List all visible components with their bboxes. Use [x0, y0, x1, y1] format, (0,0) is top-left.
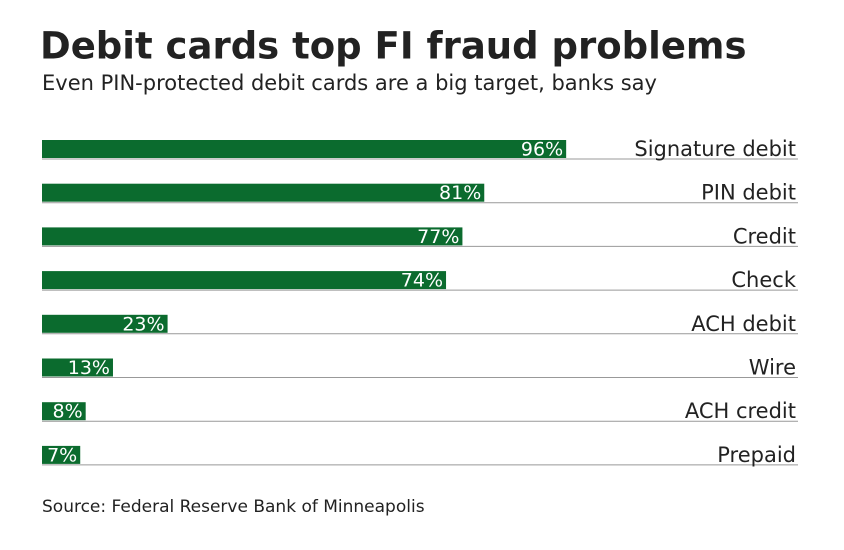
bar: [42, 271, 447, 290]
category-label: Signature debit: [634, 137, 796, 161]
bar: [42, 183, 485, 202]
value-label: 7%: [47, 444, 77, 466]
category-label: ACH credit: [685, 399, 796, 423]
category-label: Wire: [749, 356, 796, 380]
category-label: Check: [731, 268, 796, 292]
category-label: Prepaid: [717, 443, 796, 467]
category-label: ACH debit: [691, 312, 796, 336]
value-label: 23%: [122, 313, 164, 335]
bar: [42, 402, 86, 421]
category-label: PIN debit: [701, 181, 796, 205]
bar: [42, 227, 463, 246]
bar: [42, 358, 113, 377]
value-label: 8%: [53, 401, 83, 423]
value-label: 96%: [521, 139, 563, 161]
value-label: 81%: [439, 182, 481, 204]
bar: [42, 140, 567, 158]
value-label: 13%: [68, 357, 110, 379]
category-label: Credit: [733, 224, 796, 248]
chart-subtitle: Even PIN-protected debit cards are a big…: [42, 71, 657, 95]
source: Source: Federal Reserve Bank of Minneapo…: [42, 497, 425, 517]
bar: [42, 445, 81, 464]
value-label: 77%: [417, 226, 459, 248]
bar: [42, 314, 168, 333]
value-label: 74%: [401, 270, 443, 292]
chart-title: Debit cards top FI fraud problems: [40, 25, 747, 68]
